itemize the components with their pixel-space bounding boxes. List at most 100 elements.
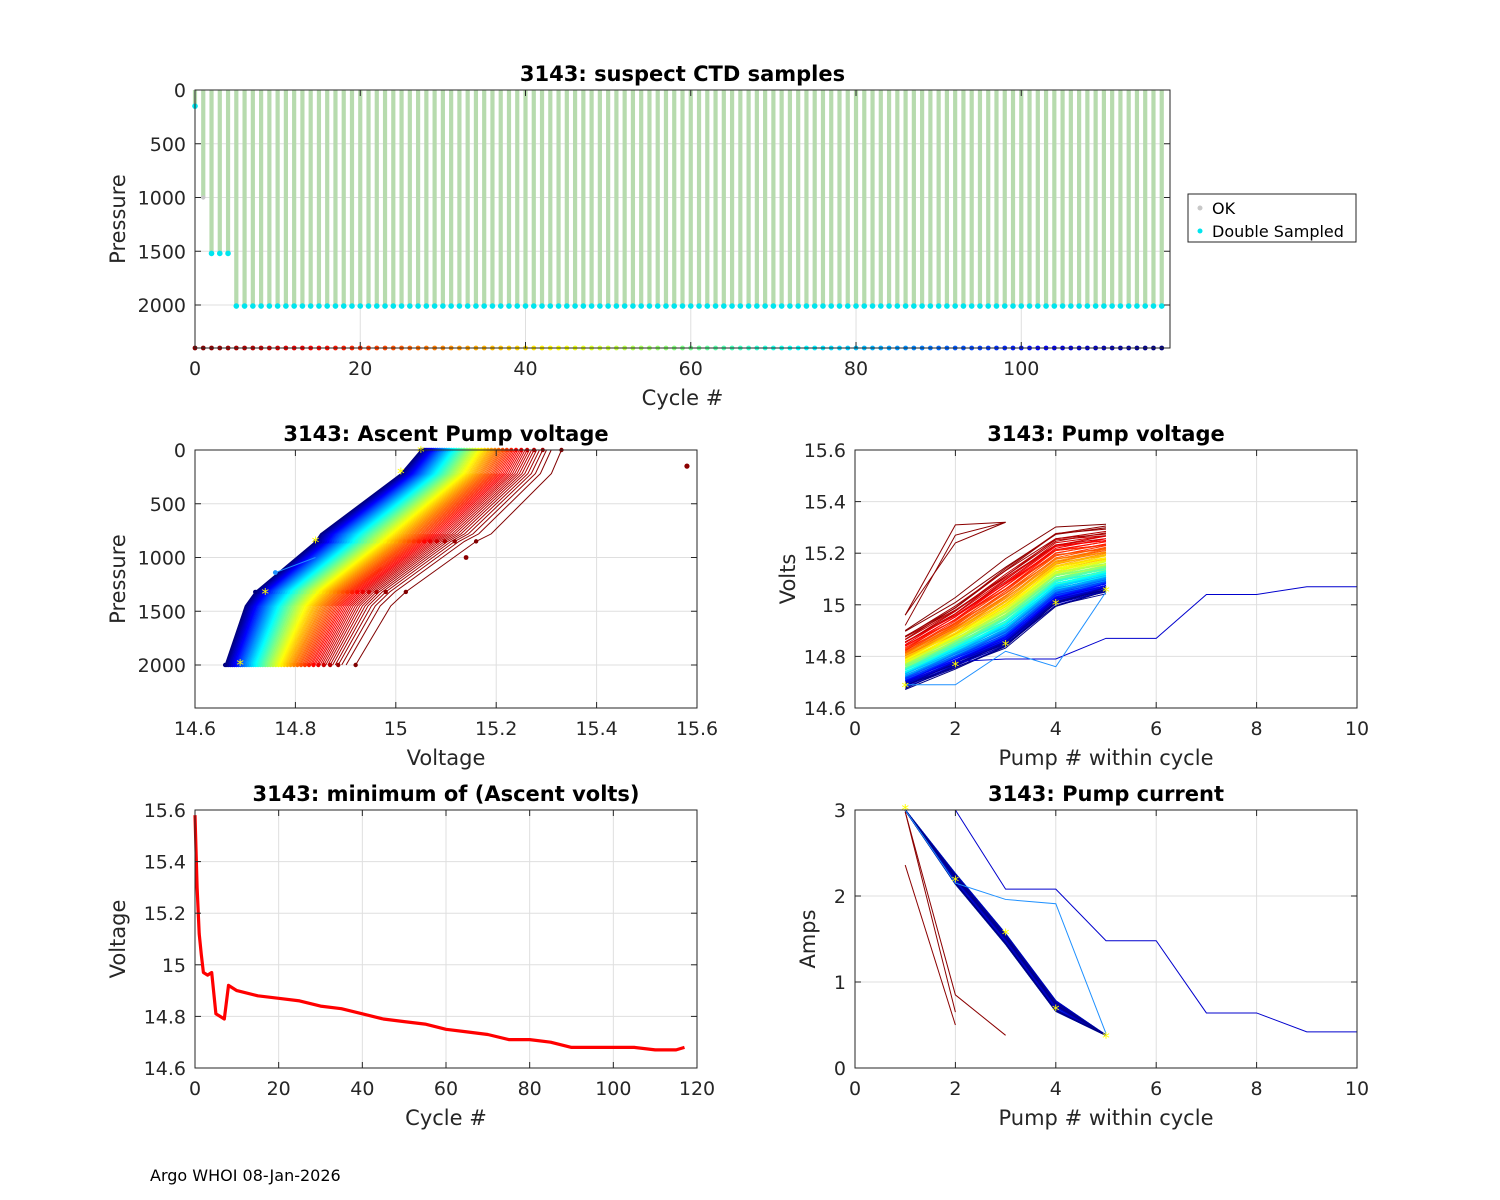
- double-sampled-point: [638, 303, 644, 309]
- ticks: 14.6 14.8 15 15.2 15.4 15.6 0 500 1000 1500 2000: [138, 440, 719, 740]
- y-axis-label: Volts: [776, 554, 800, 605]
- double-sampled-point: [340, 303, 347, 309]
- y-tick-label: 15: [162, 955, 186, 977]
- ascent-profile-line: [275, 557, 316, 574]
- double-sampled-point: [382, 303, 388, 309]
- pump-voltage-line: [904, 544, 1107, 652]
- ascent-profile-point: [463, 555, 469, 560]
- double-sampled-point: [349, 303, 355, 309]
- double-sampled-point: [1034, 303, 1041, 309]
- pump-voltage-line: [904, 587, 1107, 682]
- plot-content: * * * * *: [901, 521, 1357, 696]
- double-sampled-point: [291, 303, 297, 309]
- star-marker: *: [312, 533, 320, 551]
- y-tick-label: 3: [834, 800, 846, 822]
- double-sampled-point: [373, 303, 380, 309]
- y-tick-label: 2000: [138, 655, 186, 677]
- x-tick-label: 15.4: [575, 718, 617, 740]
- y-tick-label: 15.6: [804, 440, 846, 462]
- double-sampled-point: [952, 303, 958, 309]
- double-sampled-point: [828, 303, 835, 309]
- double-sampled-point: [489, 303, 496, 309]
- double-sampled-point: [712, 303, 719, 309]
- x-axis-label: Cycle #: [642, 386, 724, 410]
- x-tick-label: 2: [949, 1078, 961, 1100]
- double-sampled-point: [250, 303, 256, 309]
- x-tick-label: 10: [1345, 1078, 1369, 1100]
- axes-frame: [854, 809, 1358, 1069]
- legend-marker-ok: [1197, 205, 1203, 211]
- pump-voltage-line: [905, 590, 1107, 686]
- double-sampled-point: [687, 303, 694, 309]
- y-tick-label: 14.6: [144, 1058, 186, 1080]
- y-tick-label: 0: [174, 440, 186, 462]
- plot-content: * * * * *: [222, 443, 690, 674]
- double-sampled-point: [1092, 303, 1099, 309]
- double-sampled-point: [605, 303, 611, 309]
- ascent-profile-line: [307, 449, 511, 666]
- double-sampled-point: [886, 303, 892, 309]
- x-tick-label: 100: [595, 1078, 631, 1100]
- double-sampled-point: [431, 303, 438, 309]
- x-tick-label: 0: [189, 358, 201, 380]
- double-sampled-point: [522, 303, 529, 309]
- axes-frame: [194, 89, 1171, 349]
- ascent-profile-line: [289, 449, 491, 666]
- double-sampled-point: [1076, 303, 1082, 309]
- double-sampled-point: [911, 303, 917, 309]
- double-sampled-point: [1010, 303, 1016, 309]
- y-tick-label: 15.6: [144, 800, 186, 822]
- double-sampled-point: [1059, 303, 1066, 309]
- x-axis-label: Pump # within cycle: [999, 746, 1214, 770]
- chart-pump-voltage: * * * * * 0 2 4 6 8 10 14.6 14.8 15 15.2 15.4 15.6 3143:…: [776, 422, 1369, 770]
- y-tick-label: 500: [150, 494, 186, 516]
- star-marker: *: [417, 443, 425, 461]
- double-sampled-point: [283, 303, 289, 309]
- ascent-profile-point: [336, 662, 341, 668]
- double-sampled-point: [621, 303, 628, 309]
- pump-current-line: [904, 864, 956, 1026]
- ticks: 0 20 40 60 80 100 120 14.6 14.8 15 15.2 15.4 15.6: [144, 800, 715, 1100]
- double-sampled-point: [704, 303, 711, 309]
- star-marker: *: [1002, 926, 1010, 944]
- legend-marker-double-sampled: [1197, 228, 1203, 234]
- double-sampled-point: [266, 303, 273, 309]
- ascent-profile-line: [334, 449, 540, 666]
- ascent-profile-line: [303, 449, 506, 666]
- double-sampled-point: [836, 303, 843, 309]
- profiles: * * * * *: [222, 443, 690, 674]
- double-sampled-point: [861, 303, 868, 309]
- double-sampled-point: [423, 303, 430, 309]
- y-tick-label: 2000: [138, 295, 186, 317]
- x-tick-label: 80: [844, 358, 868, 380]
- ascent-profile-line: [316, 449, 520, 666]
- double-sampled-point: [274, 303, 281, 309]
- chart-title: 3143: Ascent Pump voltage: [283, 422, 608, 446]
- legend-label-double-sampled: Double Sampled: [1212, 222, 1344, 241]
- y-axis-label: Pressure: [106, 174, 130, 264]
- pump-voltage-line: [904, 563, 1107, 668]
- double-sampled-point: [440, 303, 446, 309]
- x-tick-label: 0: [849, 1078, 861, 1100]
- ascent-profile-point: [272, 570, 278, 575]
- double-sampled-point: [1026, 303, 1033, 309]
- x-axis-label: Voltage: [407, 746, 486, 770]
- y-tick-label: 14.6: [804, 698, 846, 720]
- double-sampled-point: [332, 303, 339, 309]
- y-axis-label: Amps: [796, 909, 820, 968]
- ascent-profile-point: [313, 539, 318, 544]
- double-sampled-point: [597, 303, 603, 309]
- double-sampled-point: [795, 303, 801, 309]
- double-sampled-point: [787, 303, 793, 309]
- double-sampled-point: [481, 303, 487, 309]
- x-tick-label: 100: [1003, 358, 1039, 380]
- double-sampled-point: [357, 303, 364, 309]
- pump-current-line: [904, 809, 1107, 1036]
- star-marker: *: [952, 872, 960, 890]
- double-sampled-point: [679, 303, 686, 309]
- series-lines: * * * * *: [901, 521, 1357, 696]
